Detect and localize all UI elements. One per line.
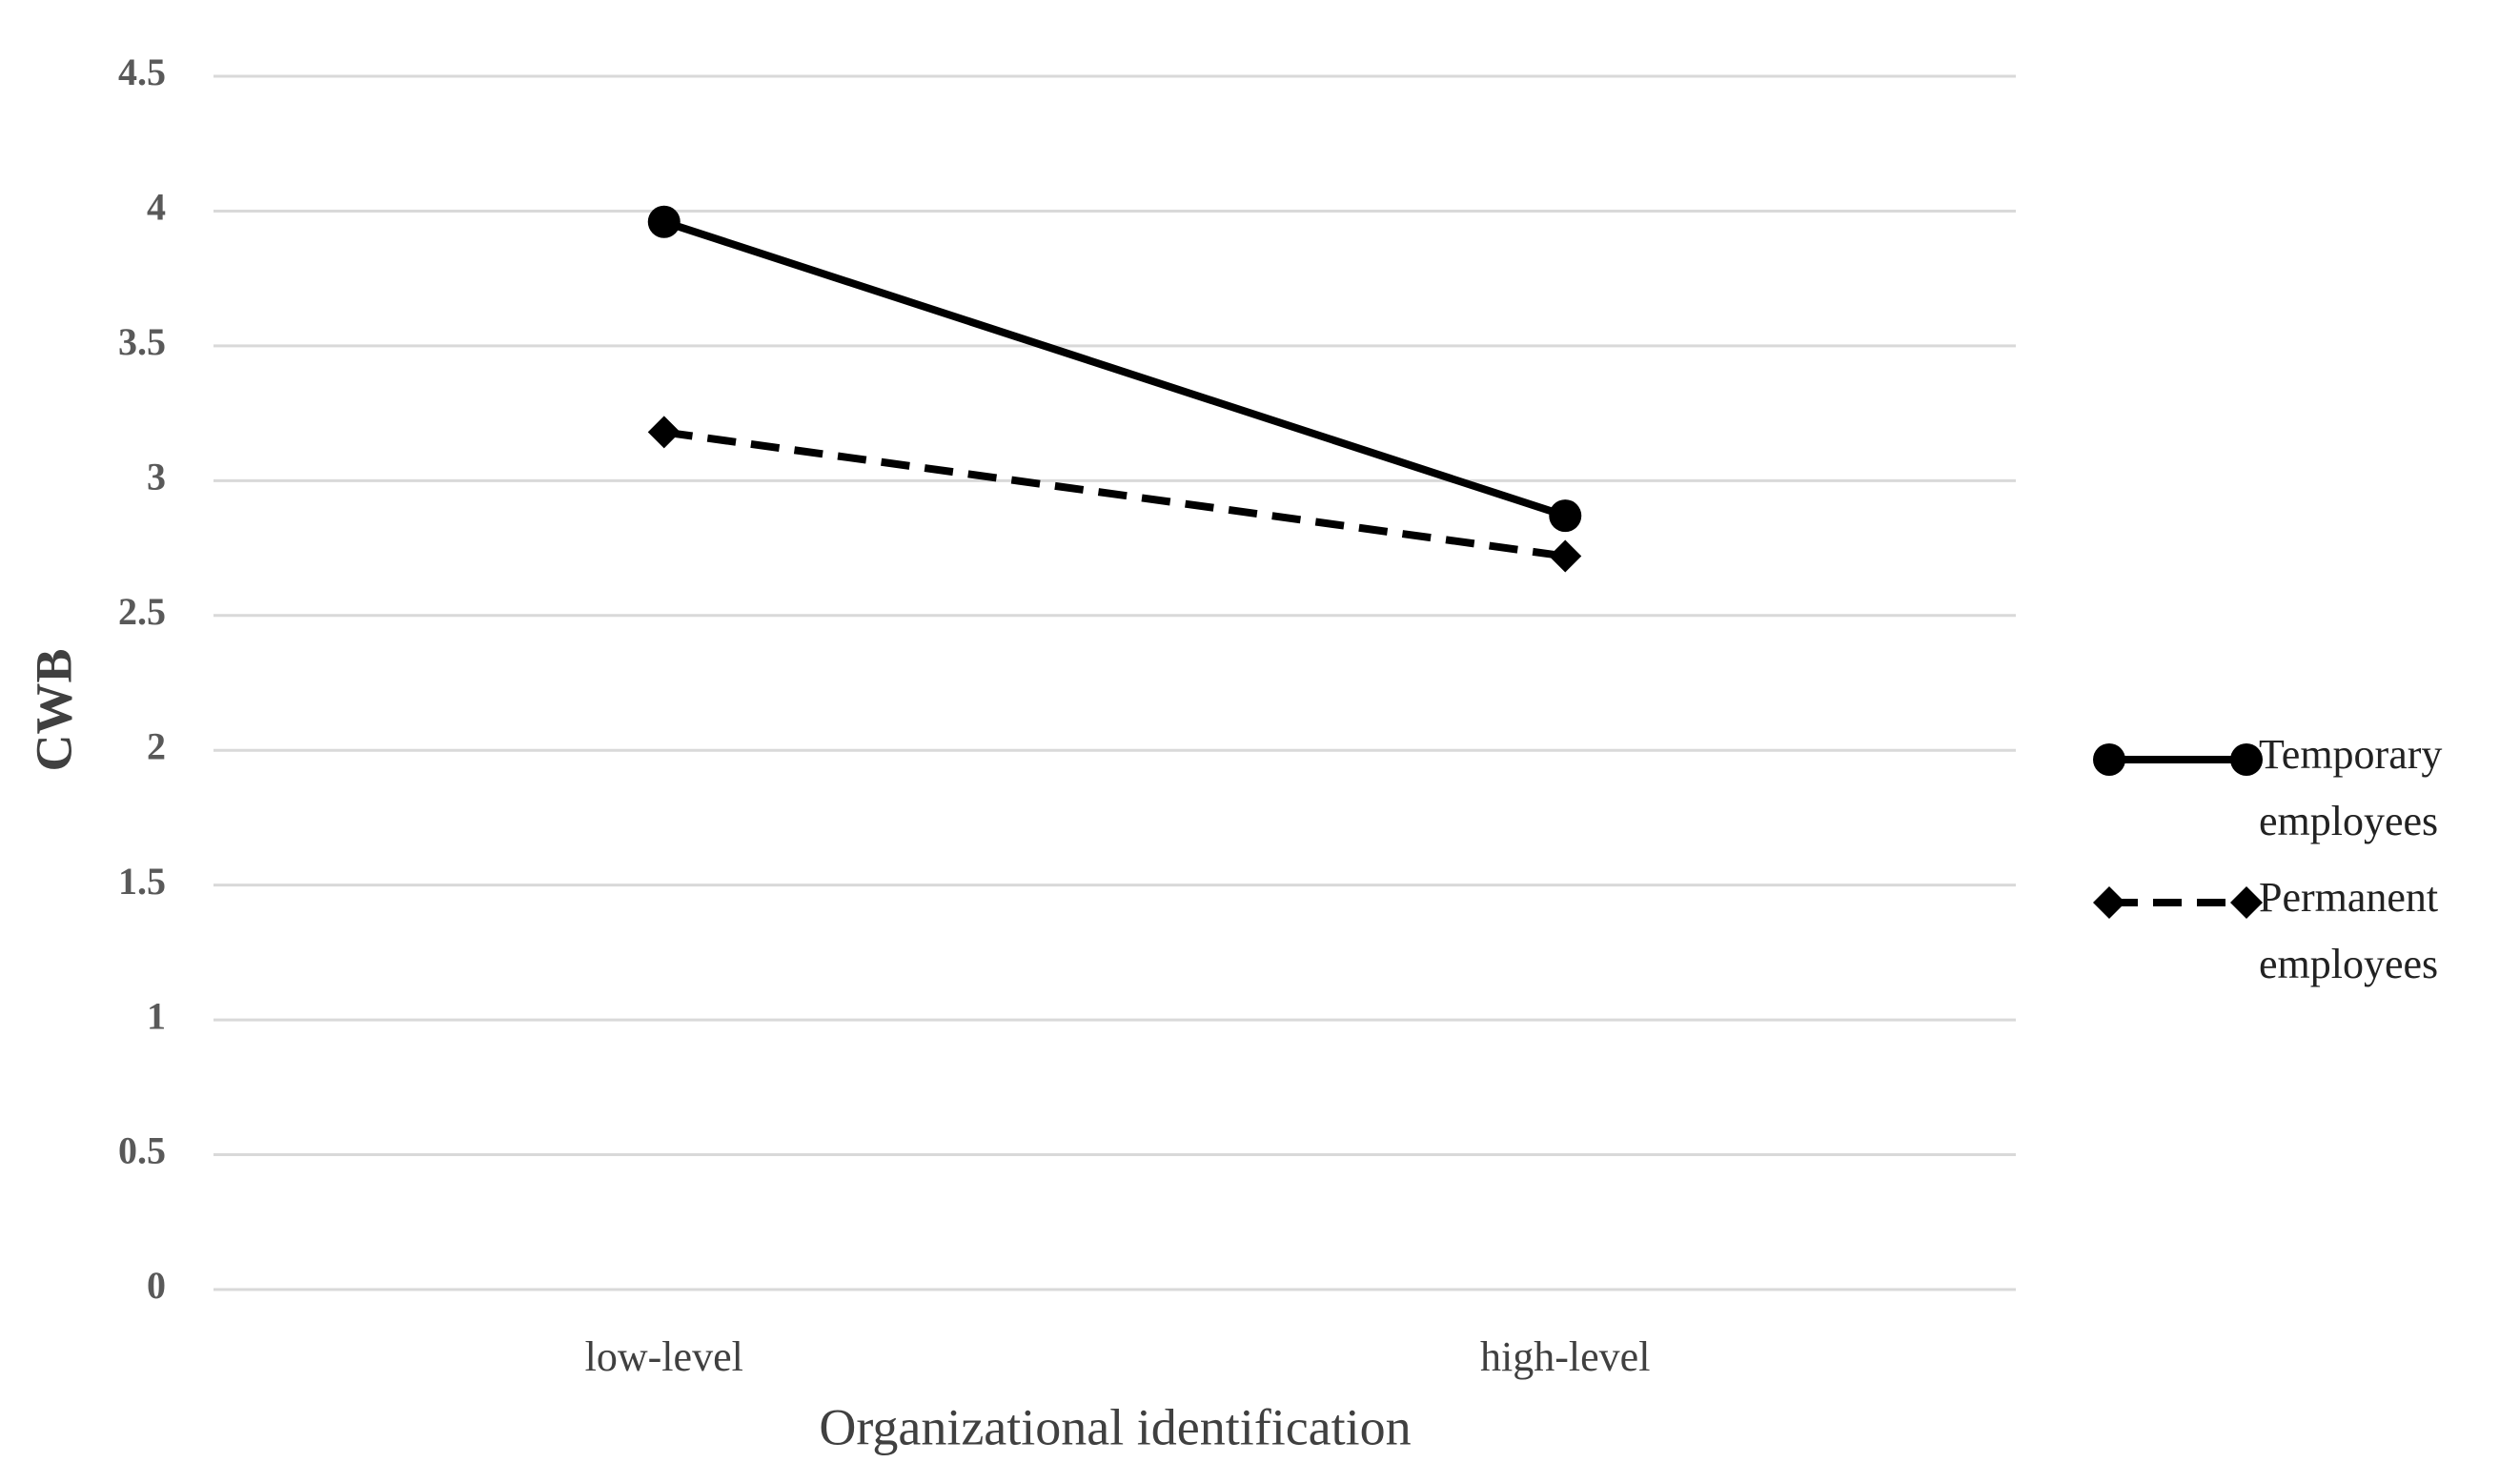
y-tick-label: 2.5	[118, 590, 166, 633]
y-tick-label: 3.5	[118, 320, 166, 363]
x-tick-label: low-level	[585, 1333, 743, 1380]
data-point	[647, 205, 681, 238]
legend-label: Temporary employees	[2259, 731, 2443, 844]
data-point	[1549, 539, 1582, 573]
y-tick-label: 1.5	[118, 860, 166, 903]
data-point	[647, 416, 681, 449]
legend-marker	[2093, 743, 2125, 776]
legend-marker	[2230, 886, 2263, 919]
data-point	[1549, 499, 1582, 533]
x-tick-label: high-level	[1480, 1333, 1650, 1380]
y-tick-label: 3	[147, 456, 166, 498]
y-tick-label: 0	[147, 1264, 166, 1307]
series-line	[662, 217, 1567, 519]
y-tick-label: 4	[147, 186, 166, 229]
legend-marker	[2093, 886, 2125, 919]
series-line	[663, 428, 1566, 560]
x-axis-title: Organizational identification	[819, 1398, 1411, 1455]
y-tick-label: 0.5	[118, 1129, 166, 1172]
y-axis-title: CWB	[25, 648, 82, 771]
y-tick-label: 4.5	[118, 51, 166, 93]
legend-marker	[2230, 743, 2263, 776]
y-tick-label: 2	[147, 724, 166, 767]
legend-label: Permanent employees	[2259, 874, 2439, 987]
y-tick-label: 1	[147, 994, 166, 1037]
